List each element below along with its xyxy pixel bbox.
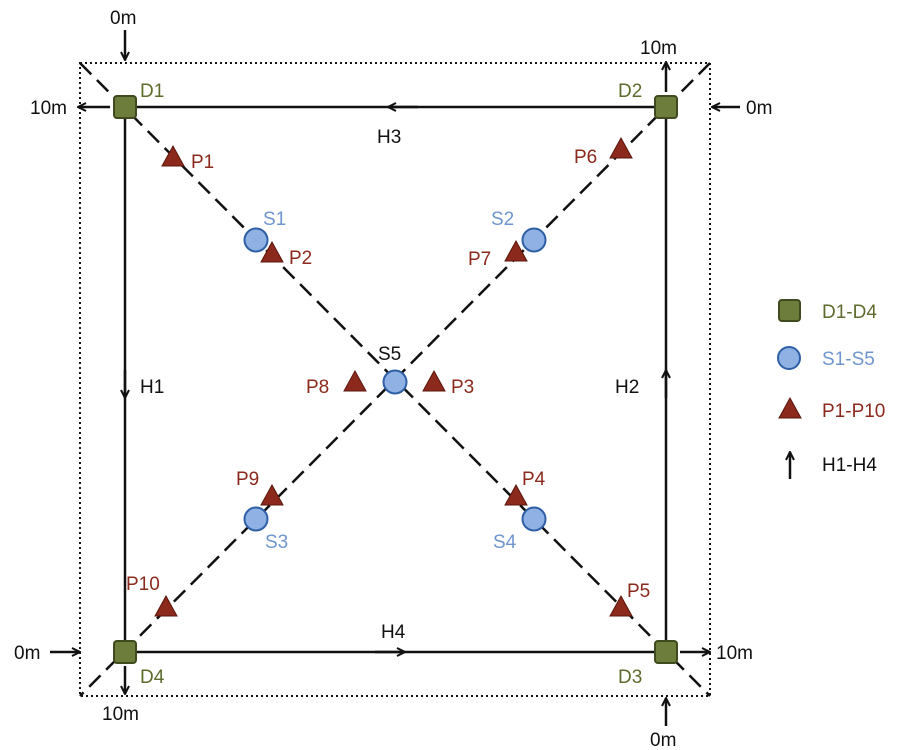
point-p5-marker xyxy=(609,594,633,617)
point-label: P1 xyxy=(191,152,214,173)
point-label: P10 xyxy=(126,574,160,595)
point-label: P2 xyxy=(289,248,312,269)
sensor-s4-marker xyxy=(521,506,547,532)
distance-label: 0m xyxy=(650,730,676,750)
legend-points-label: P1-P10 xyxy=(822,401,885,422)
drone-d4-marker xyxy=(113,640,137,664)
path-label: H4 xyxy=(381,622,406,643)
sensor-s2-marker xyxy=(521,227,547,253)
point-label: P7 xyxy=(468,249,491,270)
sensor-markers xyxy=(243,227,547,532)
path-label: H2 xyxy=(615,377,639,398)
point-p8-marker xyxy=(343,369,367,392)
sensor-s5-marker xyxy=(382,369,408,395)
legend-sensors-label: S1-S5 xyxy=(822,349,875,370)
path-label: H3 xyxy=(377,127,401,148)
point-p1-marker xyxy=(161,144,185,167)
drone-label: D3 xyxy=(618,667,642,688)
sensor-label: S3 xyxy=(265,532,288,553)
distance-label: 10m xyxy=(30,98,67,119)
sensor-label: S4 xyxy=(493,532,517,553)
sensor-label: S2 xyxy=(491,209,514,230)
point-p2-marker xyxy=(260,240,284,263)
distance-label: 10m xyxy=(716,643,753,664)
sensor-s3-marker xyxy=(243,506,269,532)
point-label: P5 xyxy=(627,581,650,602)
drone-markers xyxy=(113,95,678,664)
legend-paths-label: H1-H4 xyxy=(822,455,877,476)
area-boundary xyxy=(79,62,711,697)
sensor-s1-marker xyxy=(243,227,269,253)
legend-drone-icon xyxy=(778,299,801,322)
point-p9-marker xyxy=(260,483,284,506)
point-p6-marker xyxy=(609,136,633,159)
distance-label: 0m xyxy=(110,8,136,29)
sensor-label: S5 xyxy=(378,344,401,365)
point-label: P8 xyxy=(306,377,329,398)
point-label: P6 xyxy=(574,147,597,168)
point-p7-marker xyxy=(504,239,528,262)
drone-d3-marker xyxy=(654,640,678,664)
point-label: P9 xyxy=(236,469,259,490)
distance-label: 0m xyxy=(746,98,772,119)
drone-label: D1 xyxy=(140,81,164,102)
point-markers xyxy=(154,136,633,617)
drone-d2-marker xyxy=(654,95,678,119)
distance-label: 0m xyxy=(14,643,40,664)
point-p10-marker xyxy=(154,594,178,617)
distance-label: 10m xyxy=(640,38,677,59)
legend-sensor-icon xyxy=(777,346,801,370)
path-label: H1 xyxy=(140,377,164,398)
drone-d1-marker xyxy=(113,95,137,119)
legend: D1-D4 S1-S5 P1-P10 H1-H4 xyxy=(777,299,885,479)
distance-label: 10m xyxy=(102,704,139,725)
legend-drones-label: D1-D4 xyxy=(822,302,877,323)
point-label: P3 xyxy=(451,377,474,398)
point-p3-marker xyxy=(422,369,446,392)
point-label: P4 xyxy=(522,469,546,490)
sensor-label: S1 xyxy=(263,209,286,230)
drone-label: D4 xyxy=(140,667,165,688)
point-p4-marker xyxy=(504,483,528,506)
legend-point-icon xyxy=(778,396,802,419)
drone-label: D2 xyxy=(618,81,642,102)
